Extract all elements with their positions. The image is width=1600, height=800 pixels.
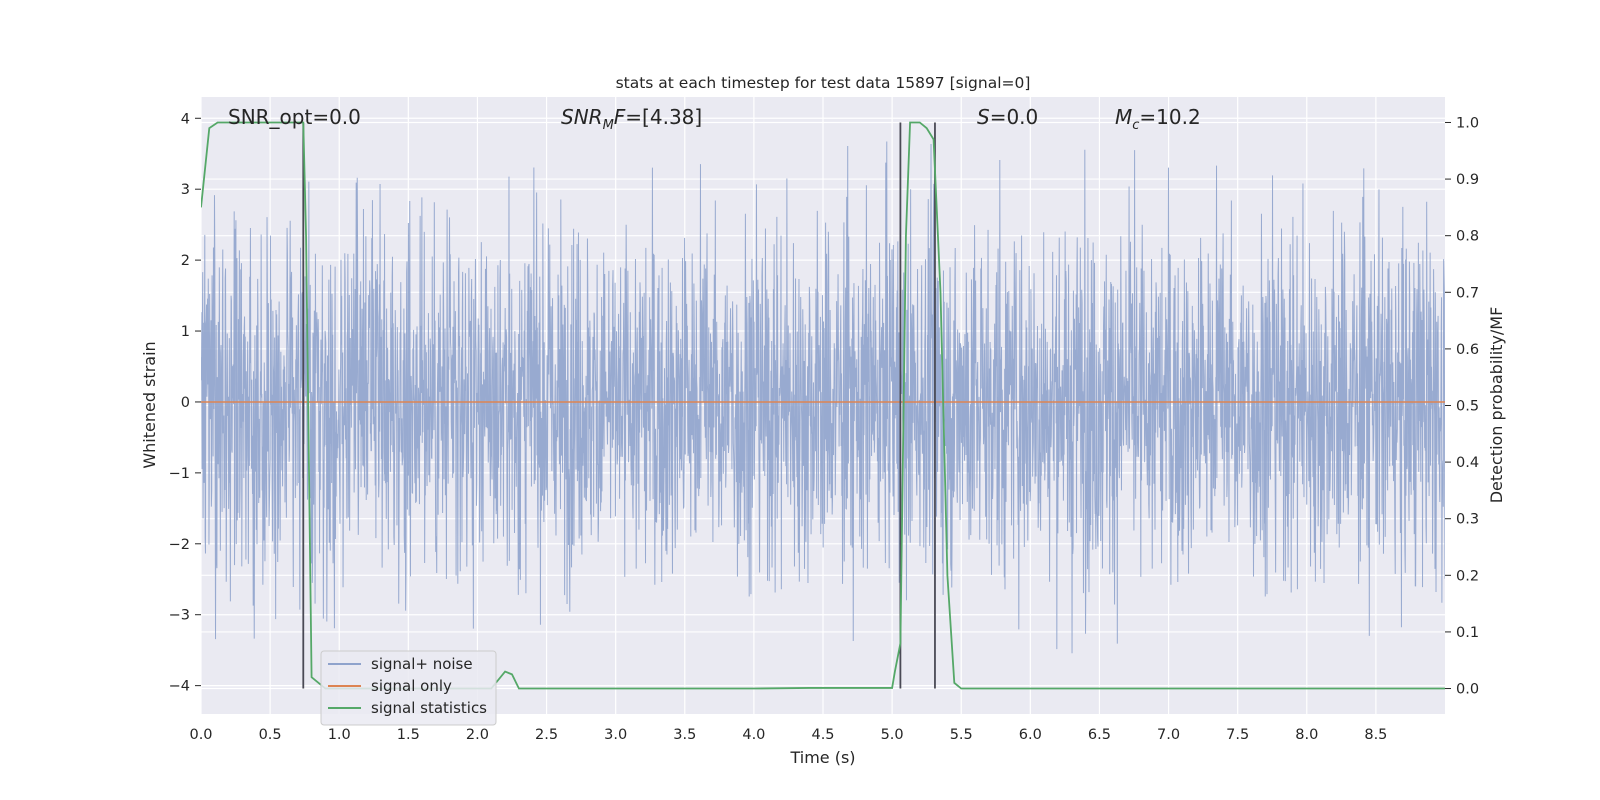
y2-tick-label: 0.1 (1456, 625, 1479, 641)
annotation-snr-opt: SNR_opt=0.0 (228, 105, 361, 129)
axes: 0.0 0.5 1.0 1.5 2.0 2.5 3.0 3.5 4.0 4.5 5.0 5.5 6.0 6… (169, 111, 1479, 743)
x-tick-label: 3.0 (604, 727, 627, 743)
legend-label-signal-statistics: signal statistics (371, 699, 487, 717)
y-tick-label: −2 (169, 537, 190, 553)
y2-tick-label: 0.5 (1456, 399, 1479, 415)
x-tick-label: 2.0 (466, 727, 489, 743)
x-tick-label: 7.0 (1157, 727, 1180, 743)
y2-tick-label: 0.3 (1456, 512, 1479, 528)
y-tick-label: 0 (181, 395, 190, 411)
x-tick-label: 1.0 (328, 727, 351, 743)
x-tick-label: 8.0 (1295, 727, 1318, 743)
annotation-snr-mf: SNRMF=[4.38] (561, 105, 702, 133)
y2-tick-label: 0.7 (1456, 285, 1479, 301)
legend-label-signal-only: signal only (371, 677, 452, 695)
lines-layer (201, 121, 1445, 690)
y-tick-label: 1 (181, 324, 190, 340)
x-tick-label: 7.5 (1226, 727, 1249, 743)
x-tick-label: 4.5 (811, 727, 834, 743)
y2-tick-label: 0.2 (1456, 568, 1479, 584)
x-tick-label: 4.0 (742, 727, 765, 743)
legend-label-signal-noise: signal+ noise (371, 655, 473, 673)
y2-tick-label: 0.0 (1456, 682, 1479, 698)
x-tick-label: 6.5 (1088, 727, 1111, 743)
y2-axis-label: Detection probability/MF (1487, 307, 1506, 504)
y-tick-label: −3 (169, 608, 190, 624)
signal-noise-trace (201, 141, 1445, 654)
x-tick-label: 5.0 (881, 727, 904, 743)
annotation-mc: Mc=10.2 (1115, 105, 1201, 133)
y-tick-label: 3 (181, 182, 190, 198)
x-tick-label: 0.0 (189, 727, 212, 743)
y-tick-label: −1 (169, 466, 190, 482)
legend: signal+ noise signal only signal statist… (320, 650, 497, 726)
x-tick-label: 6.0 (1019, 727, 1042, 743)
annotation-s-stat: S=0.0 (977, 105, 1038, 129)
y2-tick-label: 0.8 (1456, 229, 1479, 245)
x-tick-label: 3.5 (673, 727, 696, 743)
y2-tick-label: 1.0 (1456, 115, 1479, 131)
y2-tick-label: 0.4 (1456, 455, 1479, 471)
y-tick-label: 4 (181, 111, 190, 127)
signal-statistics-line (201, 121, 1445, 690)
x-tick-label: 8.5 (1364, 727, 1387, 743)
y-tick-label: −4 (169, 679, 190, 695)
y2-tick-label: 0.6 (1456, 342, 1479, 358)
x-tick-label: 5.5 (950, 727, 973, 743)
x-axis-label: Time (s) (789, 748, 855, 767)
chart-title: stats at each timestep for test data 158… (616, 74, 1031, 92)
x-tick-label: 0.5 (259, 727, 282, 743)
noise-series (201, 141, 1445, 654)
y2-tick-label: 0.9 (1456, 172, 1479, 188)
x-tick-label: 1.5 (397, 727, 420, 743)
y-tick-label: 2 (181, 253, 190, 269)
x-tick-label: 2.5 (535, 727, 558, 743)
y-axis-label: Whitened strain (140, 341, 159, 468)
legend-box (320, 650, 497, 726)
